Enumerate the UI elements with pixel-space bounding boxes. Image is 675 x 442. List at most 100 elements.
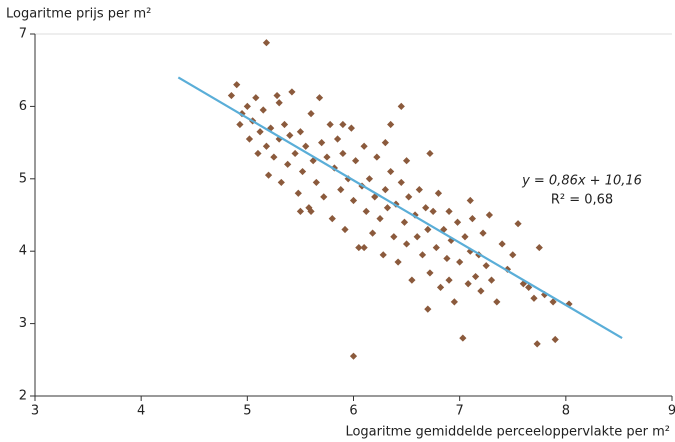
- point: [305, 204, 313, 212]
- point: [291, 149, 299, 158]
- point: [509, 251, 517, 259]
- point: [270, 153, 278, 161]
- point: [262, 39, 271, 47]
- y-tick-label: 3: [19, 316, 27, 331]
- trend-line: [177, 76, 623, 340]
- point: [381, 139, 389, 147]
- point: [514, 220, 522, 228]
- point: [519, 280, 527, 288]
- point: [487, 276, 496, 284]
- point: [390, 233, 398, 241]
- point: [360, 142, 368, 150]
- point: [535, 243, 543, 252]
- point: [479, 229, 487, 237]
- point: [323, 153, 331, 161]
- point: [254, 149, 262, 158]
- point: [243, 102, 251, 110]
- x-tick-label: 3: [31, 404, 39, 419]
- point: [525, 283, 533, 291]
- point: [352, 157, 360, 165]
- point: [477, 287, 485, 295]
- point: [264, 171, 273, 179]
- point: [339, 120, 347, 129]
- point: [402, 157, 411, 165]
- x-tick-label: 6: [349, 404, 357, 419]
- point: [362, 207, 370, 215]
- point: [415, 186, 423, 194]
- point: [360, 243, 368, 252]
- point: [341, 225, 349, 234]
- point: [426, 269, 434, 277]
- point: [284, 160, 292, 168]
- point: [369, 229, 377, 237]
- point: [405, 193, 413, 201]
- point: [424, 305, 432, 313]
- point: [471, 272, 480, 281]
- point: [551, 335, 559, 344]
- point: [245, 135, 254, 143]
- point: [413, 233, 421, 241]
- r-squared: R² = 0,68: [551, 193, 613, 208]
- x-tick-label: 7: [456, 404, 464, 419]
- x-tick-label: 8: [562, 404, 570, 419]
- point: [379, 251, 387, 259]
- point: [445, 276, 453, 284]
- x-axis-label: Logaritme gemiddelde perceeloppervlakte …: [345, 425, 670, 440]
- point: [236, 120, 244, 129]
- point: [402, 240, 411, 248]
- point: [262, 142, 271, 150]
- point: [422, 204, 430, 212]
- point: [424, 225, 432, 234]
- point: [307, 207, 315, 215]
- x-tick-label: 9: [668, 404, 675, 419]
- point: [277, 178, 285, 187]
- point: [436, 283, 445, 291]
- point: [339, 149, 347, 158]
- x-tick-label: 4: [137, 404, 145, 419]
- point: [498, 240, 506, 248]
- point: [347, 124, 355, 132]
- point: [233, 81, 241, 89]
- point: [298, 167, 307, 176]
- point: [456, 258, 464, 266]
- point: [349, 352, 358, 360]
- point: [288, 88, 296, 96]
- point: [355, 243, 363, 252]
- point: [453, 218, 462, 226]
- point: [302, 142, 310, 150]
- point: [294, 189, 302, 197]
- point: [426, 149, 434, 158]
- point: [387, 167, 395, 176]
- point: [533, 340, 541, 348]
- point: [503, 265, 512, 273]
- point: [296, 128, 305, 136]
- y-tick-label: 7: [19, 27, 27, 42]
- point: [376, 215, 384, 223]
- point: [443, 254, 451, 263]
- point: [440, 225, 448, 234]
- point: [349, 196, 358, 205]
- point: [394, 258, 402, 266]
- point: [450, 298, 458, 306]
- point: [333, 135, 342, 143]
- point: [365, 175, 374, 183]
- point: [485, 211, 493, 219]
- point: [275, 99, 283, 107]
- point: [464, 280, 472, 288]
- point: [549, 298, 557, 306]
- point: [326, 120, 334, 129]
- point: [320, 193, 328, 201]
- y-tick-label: 2: [19, 389, 27, 404]
- point: [383, 204, 392, 212]
- point: [387, 120, 395, 129]
- point: [397, 102, 405, 110]
- point: [461, 233, 469, 241]
- point: [530, 294, 538, 302]
- point: [381, 186, 389, 194]
- point: [227, 91, 236, 100]
- point: [418, 251, 427, 259]
- point: [256, 128, 264, 136]
- point: [318, 139, 326, 147]
- point: [273, 91, 281, 100]
